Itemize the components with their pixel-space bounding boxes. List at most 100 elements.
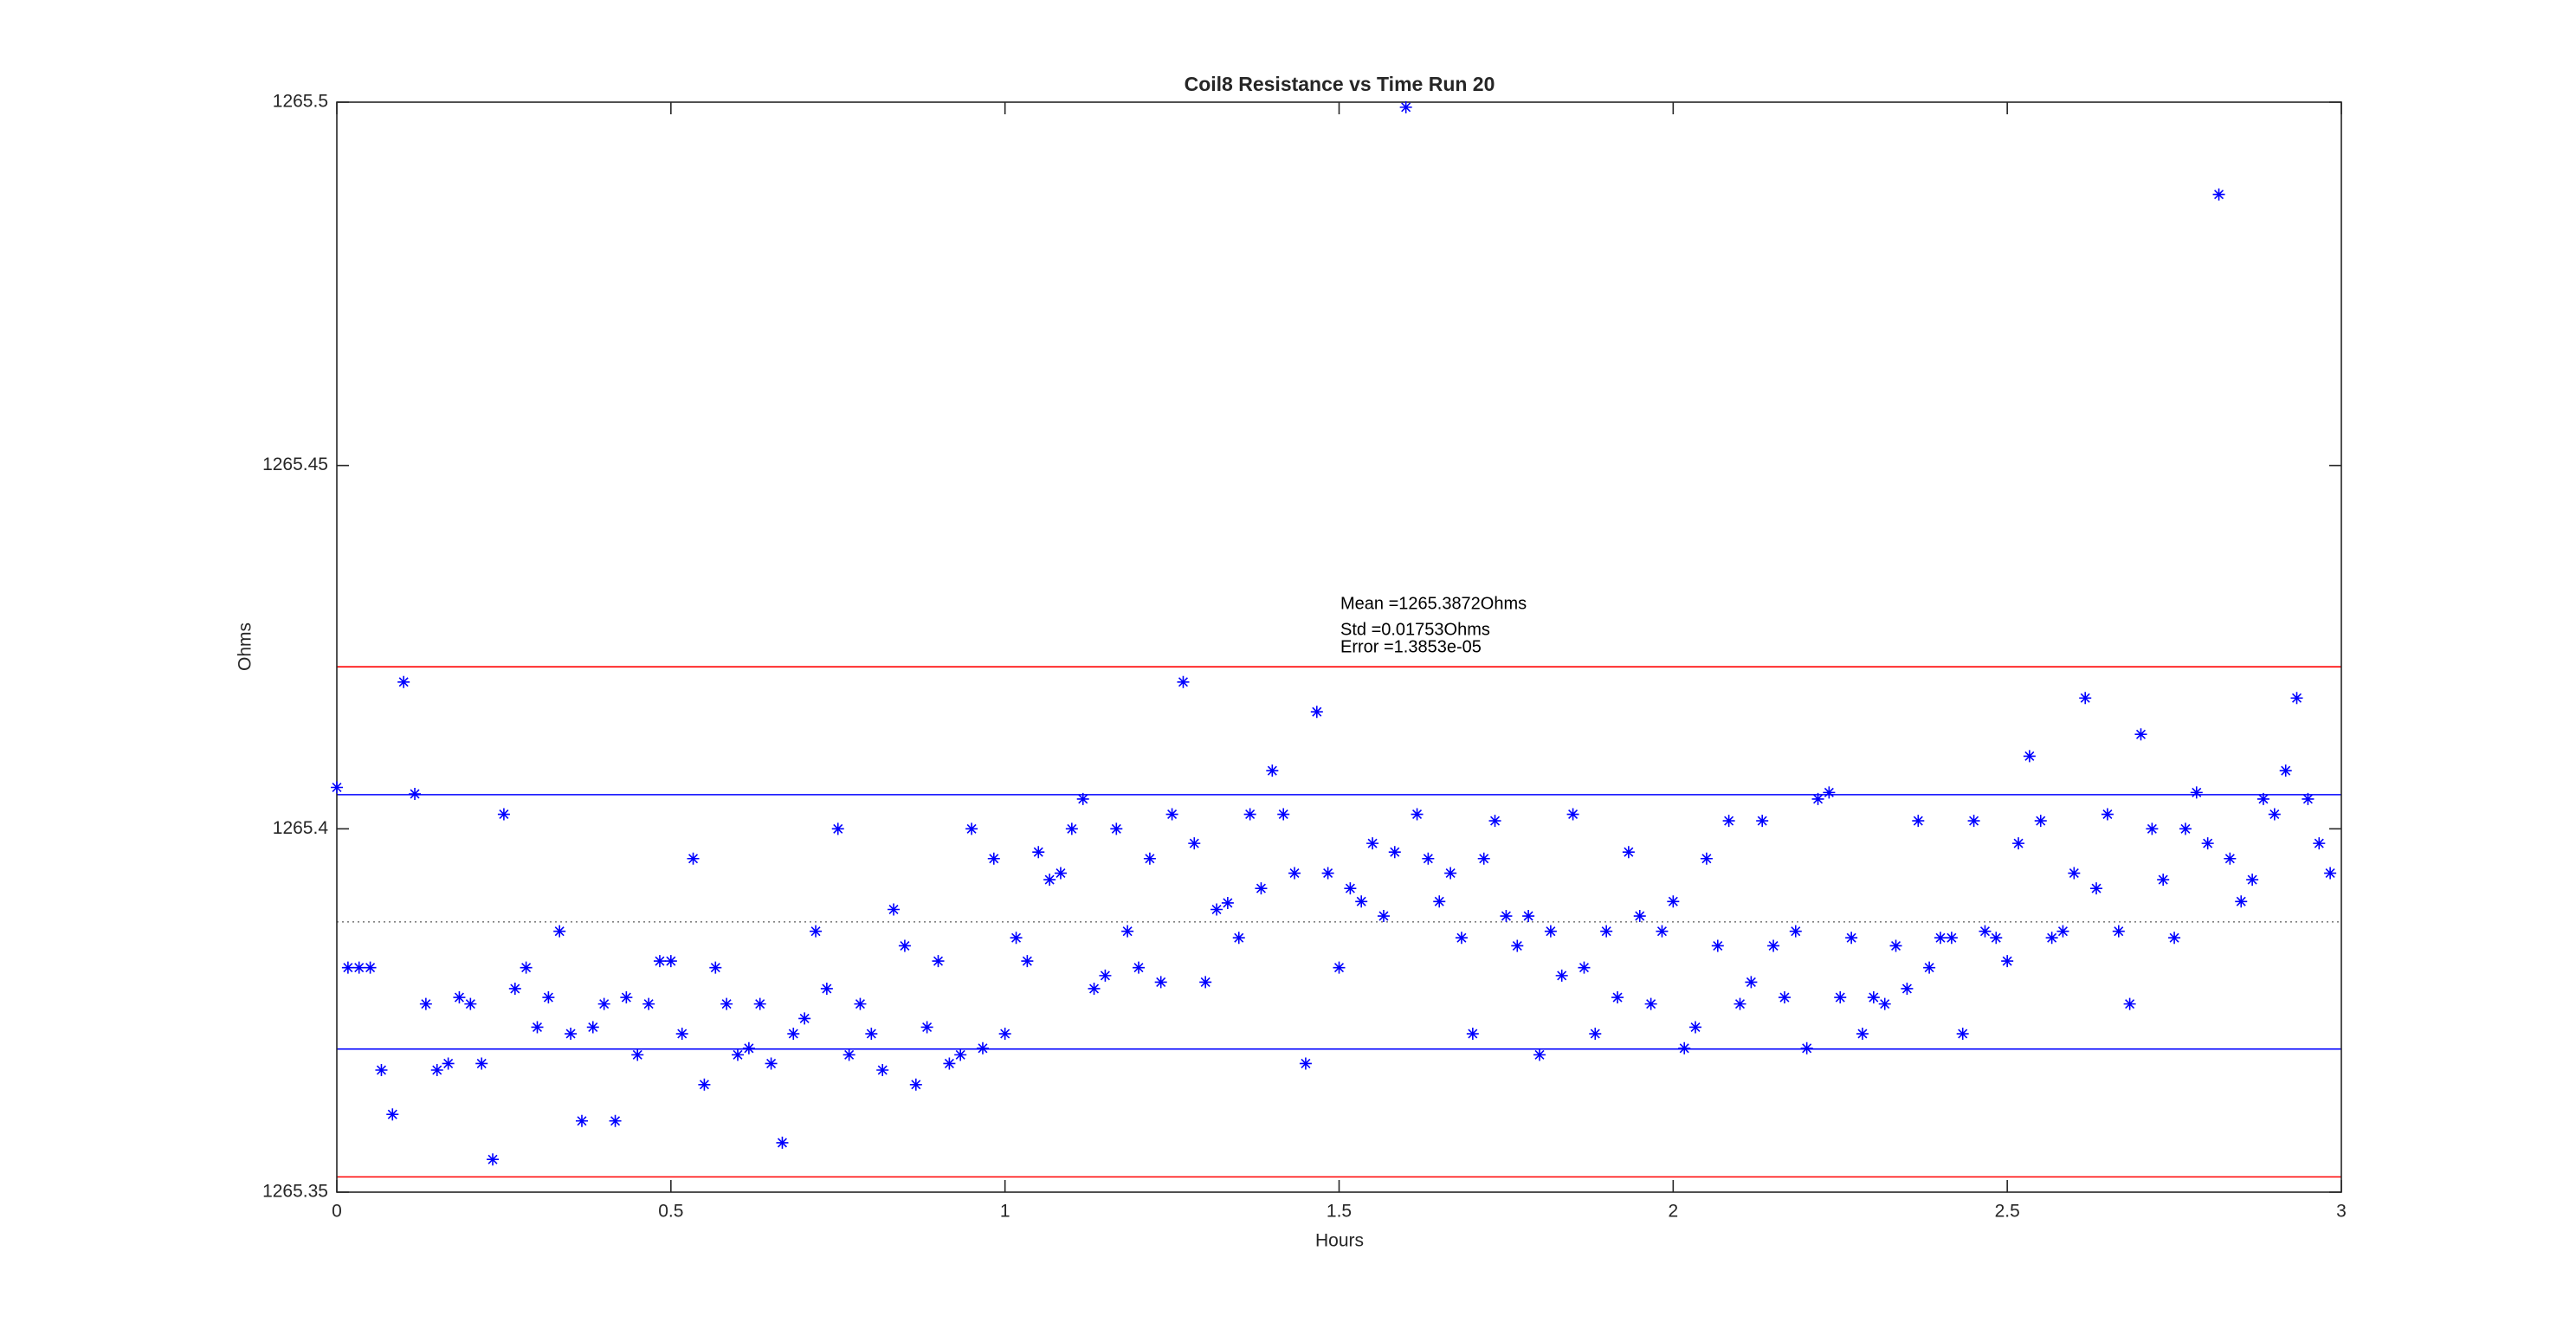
data-point: [475, 1057, 488, 1070]
data-point: [1243, 808, 1256, 821]
data-point: [1399, 100, 1412, 113]
data-point: [1266, 764, 1279, 777]
x-tick-label: 2.5: [1995, 1202, 2020, 1222]
data-point: [1344, 882, 1357, 895]
data-point: [1188, 837, 1201, 850]
data-point: [1633, 910, 1646, 923]
data-point: [419, 997, 432, 1010]
data-point: [364, 961, 377, 974]
data-point: [932, 955, 945, 968]
data-point: [1856, 1028, 1869, 1041]
data-point: [1544, 925, 1557, 938]
data-point: [1845, 932, 1858, 945]
data-point: [1800, 1042, 1813, 1054]
data-point: [1321, 867, 1334, 880]
data-point: [742, 1042, 755, 1054]
data-point: [2090, 882, 2103, 895]
data-point: [888, 903, 901, 916]
data-point: [2079, 692, 2092, 705]
data-point: [753, 997, 766, 1010]
data-point: [1901, 982, 1914, 995]
data-point: [464, 997, 477, 1010]
data-point: [1211, 903, 1223, 916]
annotation: Std =0.01753Ohms: [1340, 620, 1490, 639]
data-point: [2101, 808, 2114, 821]
data-point: [1500, 910, 1513, 923]
data-point: [1021, 955, 1034, 968]
data-point: [1678, 1042, 1691, 1054]
data-point: [2290, 692, 2303, 705]
data-point: [1923, 961, 1936, 974]
data-point: [1076, 792, 1089, 805]
data-point: [1388, 846, 1401, 859]
data-point: [1355, 895, 1368, 908]
data-point: [409, 788, 422, 801]
data-point: [920, 1021, 933, 1034]
data-point: [2302, 792, 2315, 805]
data-point: [631, 1048, 644, 1061]
data-point: [1366, 837, 1379, 850]
x-tick-label: 3: [2336, 1202, 2347, 1222]
data-point: [2224, 852, 2237, 865]
data-point: [2268, 808, 2281, 821]
data-point: [1823, 786, 1836, 799]
data-point: [1778, 991, 1791, 1004]
data-point: [1433, 895, 1446, 908]
data-point: [1377, 910, 1390, 923]
data-point: [1979, 925, 1992, 938]
data-point: [1299, 1057, 1312, 1070]
data-point: [1644, 997, 1657, 1010]
data-point: [898, 939, 911, 952]
data-point: [1466, 1028, 1479, 1041]
data-point: [1555, 969, 1568, 982]
data-point: [1177, 675, 1190, 688]
y-tick-label: 1265.4: [273, 818, 329, 838]
data-point: [1956, 1028, 1969, 1041]
data-point: [2313, 837, 2326, 850]
data-point: [1455, 932, 1468, 945]
data-point: [1154, 976, 1167, 989]
data-point: [597, 997, 610, 1010]
data-point: [787, 1028, 800, 1041]
data-point: [1756, 815, 1769, 828]
data-point: [854, 997, 867, 1010]
data-point: [1477, 852, 1490, 865]
data-point: [1522, 910, 1535, 923]
x-tick-label: 0.5: [658, 1202, 683, 1222]
data-point: [553, 925, 566, 938]
data-point: [1967, 815, 1980, 828]
data-point: [352, 961, 365, 974]
data-point: [720, 997, 733, 1010]
data-point: [2157, 874, 2170, 887]
data-point: [2134, 728, 2147, 741]
data-point: [1912, 815, 1925, 828]
x-axis-label: Hours: [1315, 1231, 1364, 1251]
data-point: [976, 1042, 989, 1054]
data-point: [1622, 846, 1635, 859]
data-point: [1422, 852, 1435, 865]
data-point: [508, 982, 521, 995]
data-point: [430, 1063, 443, 1076]
data-point: [687, 852, 700, 865]
data-point: [542, 991, 555, 1004]
data-point: [341, 961, 354, 974]
data-point: [331, 781, 343, 794]
data-point: [1255, 882, 1268, 895]
data-point: [386, 1108, 399, 1121]
data-point: [1121, 925, 1134, 938]
data-point: [2045, 932, 2058, 945]
data-point: [954, 1048, 967, 1061]
data-point: [609, 1114, 622, 1127]
data-point: [965, 822, 978, 835]
x-tick-label: 1: [1000, 1202, 1010, 1222]
data-point: [698, 1078, 711, 1091]
data-point: [1600, 925, 1613, 938]
data-point: [810, 925, 823, 938]
data-point: [2034, 815, 2047, 828]
data-point: [1032, 846, 1045, 859]
y-tick-label: 1265.35: [262, 1182, 328, 1202]
data-point: [1767, 939, 1780, 952]
